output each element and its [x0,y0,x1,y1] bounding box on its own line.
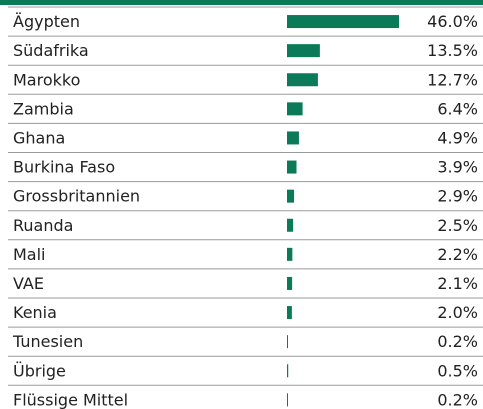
value-label: 6.4% [437,99,478,118]
bar [287,218,294,232]
bar [287,15,399,29]
value-label: 2.9% [437,187,478,206]
category-label: Übrige [13,361,66,380]
category-label: Ägypten [13,12,80,31]
category-label: VAE [13,274,44,293]
value-label: 2.1% [437,274,478,293]
value-label: 46.0% [427,12,478,31]
category-label: Ruanda [13,216,73,235]
category-label: Flüssige Mittel [13,390,128,409]
bar [287,189,295,203]
value-label: 4.9% [437,128,478,147]
category-label: Mali [13,245,46,264]
category-label: Südafrika [13,41,89,60]
bar [287,44,320,58]
category-label: Tunesien [12,332,83,351]
bar [287,131,299,145]
bar [287,160,297,174]
category-label: Marokko [13,70,80,89]
value-label: 2.0% [437,303,478,322]
value-label: 2.5% [437,216,478,235]
bar [287,276,293,290]
value-label: 0.2% [437,332,478,351]
value-label: 0.5% [437,361,478,380]
header-strip [0,0,483,5]
value-label: 3.9% [437,158,478,177]
bar [287,335,288,349]
bar [287,393,288,407]
value-label: 12.7% [427,70,478,89]
value-label: 13.5% [427,41,478,60]
bar [287,364,289,378]
category-label: Burkina Faso [13,158,115,177]
bar [287,306,292,320]
bar [287,247,293,261]
category-label: Ghana [13,128,65,147]
category-label: Kenia [13,303,57,322]
bar [287,102,303,116]
category-label: Grossbritannien [13,187,140,206]
bar [287,73,318,87]
value-label: 0.2% [437,390,478,409]
category-label: Zambia [13,99,74,118]
value-label: 2.2% [437,245,478,264]
